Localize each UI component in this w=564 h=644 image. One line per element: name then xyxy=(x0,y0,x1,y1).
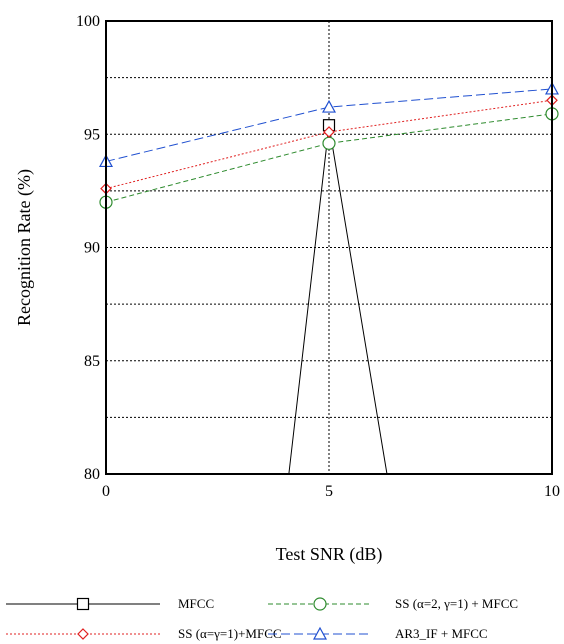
legend-label: AR3_IF + MFCC xyxy=(395,626,488,641)
diamond-marker xyxy=(323,126,335,138)
legend: MFCC SS (α=2, γ=1) + MFCC SS (α=γ=1)+MFCC A… xyxy=(6,596,518,641)
tick-labels: 80 85 90 95 100 0 5 10 xyxy=(76,13,560,500)
diamond-marker xyxy=(77,628,89,640)
legend-item: MFCC xyxy=(6,596,214,611)
y-tick-label: 80 xyxy=(84,466,100,483)
legend-label: MFCC xyxy=(178,596,214,611)
series-line xyxy=(288,125,388,475)
x-axis-label: Test SNR (dB) xyxy=(276,544,383,565)
y-tick-label: 90 xyxy=(84,240,100,257)
series-line xyxy=(105,99,553,190)
y-tick-label: 85 xyxy=(84,353,100,370)
triangle-marker xyxy=(321,99,337,113)
y-axis-label: Recognition Rate (%) xyxy=(14,169,35,326)
legend-item: SS (α=γ=1)+MFCC xyxy=(6,626,282,641)
series-0 xyxy=(288,119,388,475)
x-tick-label: 0 xyxy=(102,483,110,500)
y-tick-label: 100 xyxy=(76,13,100,30)
circle-marker xyxy=(322,136,336,150)
circle-marker xyxy=(313,597,327,611)
series-line xyxy=(105,113,553,203)
y-tick-label: 95 xyxy=(84,126,100,143)
square-marker xyxy=(76,597,90,611)
legend-item: AR3_IF + MFCC xyxy=(268,626,488,641)
legend-label: SS (α=γ=1)+MFCC xyxy=(178,626,282,641)
plot-frame xyxy=(105,20,553,475)
x-tick-label: 5 xyxy=(325,483,333,500)
grid xyxy=(106,21,552,474)
legend-item: SS (α=2, γ=1) + MFCC xyxy=(268,596,518,611)
triangle-marker xyxy=(312,626,328,640)
x-tick-label: 10 xyxy=(544,483,560,500)
legend-label: SS (α=2, γ=1) + MFCC xyxy=(395,596,518,611)
